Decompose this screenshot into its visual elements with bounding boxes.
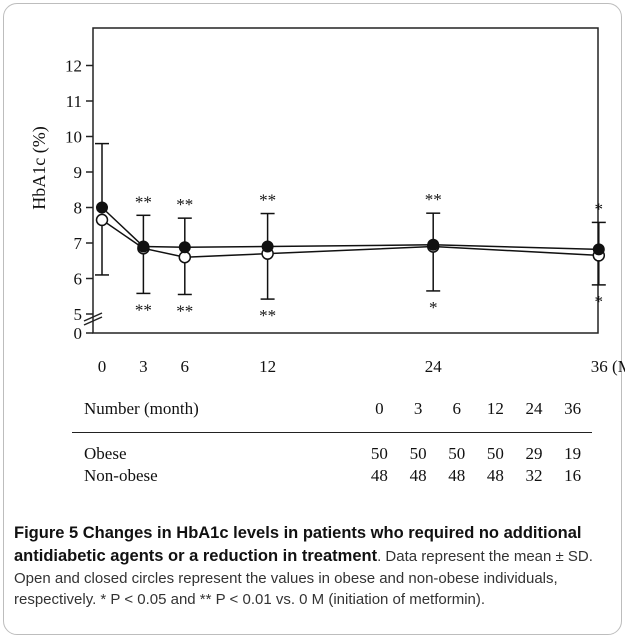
significance-label: ** xyxy=(259,306,276,325)
month-header: 36 xyxy=(564,399,582,418)
table-cell: 50 xyxy=(409,444,427,463)
table-cell: 29 xyxy=(525,444,543,463)
table-header-row: Number (month) 0 3 6 12 24 36 xyxy=(72,396,592,433)
table-cell: 48 xyxy=(448,466,466,485)
sample-size-table: Number (month) 0 3 6 12 24 36 Obese 50 5… xyxy=(72,396,592,487)
axis-break-mark xyxy=(83,316,103,326)
x-tick-label: 36 (M) xyxy=(591,357,625,376)
table-cell: 16 xyxy=(564,466,582,485)
closed-circle-marker xyxy=(261,240,274,253)
open-circle-marker xyxy=(95,213,109,227)
significance-label: ** xyxy=(135,192,152,211)
y-ticks: 05 6 7 8 9 10 11 12 xyxy=(65,57,93,343)
y-axis-label: HbA1c (%) xyxy=(29,126,50,209)
y-tick-label: 8 xyxy=(74,199,83,218)
x-ticks: 0 3 6 12 24 36 (M) xyxy=(98,357,625,376)
closed-circle-marker xyxy=(592,243,605,256)
y-tick-label: 9 xyxy=(74,163,83,182)
x-tick-label: 3 xyxy=(139,357,148,376)
month-header: 3 xyxy=(413,399,423,418)
table-cell: 50 xyxy=(486,444,504,463)
x-tick-label: 24 xyxy=(425,357,443,376)
significance-label: ** xyxy=(259,191,276,210)
table-cell: 50 xyxy=(370,444,388,463)
x-tick-label: 12 xyxy=(259,357,276,376)
table-cell: 48 xyxy=(370,466,388,485)
series-line xyxy=(101,206,599,251)
month-header: 0 xyxy=(375,399,384,418)
significance-label: ** xyxy=(176,301,193,320)
y-tick-label: 5 xyxy=(74,305,83,324)
series-group: ***************** xyxy=(95,142,606,325)
significance-label: * xyxy=(595,292,604,311)
table-cell: 48 xyxy=(409,466,427,485)
y-axis-break xyxy=(83,312,103,326)
open-circle-marker xyxy=(178,250,192,264)
closed-circle-marker xyxy=(96,201,108,214)
table-rule xyxy=(72,432,592,443)
closed-circle-marker xyxy=(178,241,191,254)
x-tick-label: 6 xyxy=(181,357,190,376)
y-tick-label: 7 xyxy=(74,234,83,253)
closed-circle-marker xyxy=(137,240,150,253)
x-tick-label: 0 xyxy=(98,357,107,376)
table-cell: 50 xyxy=(448,444,466,463)
significance-label: ** xyxy=(176,195,193,214)
table-row: Non-obese 48 48 48 48 32 16 xyxy=(72,465,592,487)
table-cell: 19 xyxy=(564,444,582,463)
row-label: Non-obese xyxy=(84,466,158,485)
caption-title: Figure 5 Changes in HbA1c levels in pati… xyxy=(14,524,582,565)
month-header: 6 xyxy=(452,399,461,418)
y-tick-label: 11 xyxy=(66,92,82,111)
table-cell: 48 xyxy=(486,466,504,485)
table-cell: 32 xyxy=(525,466,543,485)
caption-body: . Data represent the mean ± SD. Open and… xyxy=(14,548,593,608)
plot-area xyxy=(92,27,599,334)
significance-label: ** xyxy=(425,190,442,209)
significance-label: * xyxy=(595,199,604,218)
month-header: 12 xyxy=(486,399,504,418)
axis-break-mark xyxy=(83,312,103,322)
table-row: Obese 50 50 50 50 29 19 xyxy=(72,443,592,465)
y-tick-label: 0 xyxy=(74,324,83,343)
series-line xyxy=(101,219,599,258)
figure-caption: Figure 5 Changes in HbA1c levels in pati… xyxy=(14,522,610,610)
row-label: Obese xyxy=(84,444,127,463)
y-tick-label: 6 xyxy=(74,270,83,289)
month-header: 24 xyxy=(525,399,543,418)
closed-circle-marker xyxy=(427,238,440,251)
y-tick-label: 10 xyxy=(65,128,82,147)
table-header-label: Number (month) xyxy=(84,399,199,418)
significance-label: ** xyxy=(135,300,152,319)
figure-frame xyxy=(3,3,622,635)
y-tick-label: 12 xyxy=(65,57,82,76)
significance-label: * xyxy=(429,298,438,317)
